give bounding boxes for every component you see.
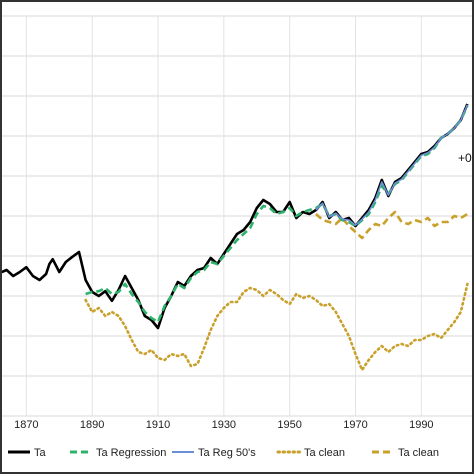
- series-line-3: [84, 282, 469, 372]
- x-axis-ticks: 1870 1890 1910 1930 1950 1970 1990: [14, 419, 433, 431]
- annotation-label: +0: [458, 151, 472, 165]
- series-lines: [0, 103, 469, 372]
- legend-label-3: Ta clean: [304, 447, 345, 459]
- legend-label-1: Ta Regression: [96, 447, 166, 459]
- x-tick-label-6: 1990: [409, 419, 433, 431]
- x-tick-label-2: 1910: [146, 419, 170, 431]
- series-line-4: [315, 210, 469, 240]
- legend-label-0: Ta: [34, 447, 47, 459]
- x-tick-label-0: 1870: [14, 419, 38, 431]
- x-tick-label-3: 1930: [212, 419, 236, 431]
- x-tick-label-4: 1950: [277, 419, 301, 431]
- legend-label-4: Ta clean: [398, 447, 439, 459]
- series-line-2: [315, 104, 469, 226]
- legend-label-2: Ta Reg 50's: [198, 447, 256, 459]
- x-tick-label-1: 1890: [80, 419, 104, 431]
- x-tick-label-5: 1970: [343, 419, 367, 431]
- gridlines: [0, 15, 474, 417]
- legend: Ta Ta Regression Ta Reg 50's Ta clean Ta cle…: [8, 447, 439, 459]
